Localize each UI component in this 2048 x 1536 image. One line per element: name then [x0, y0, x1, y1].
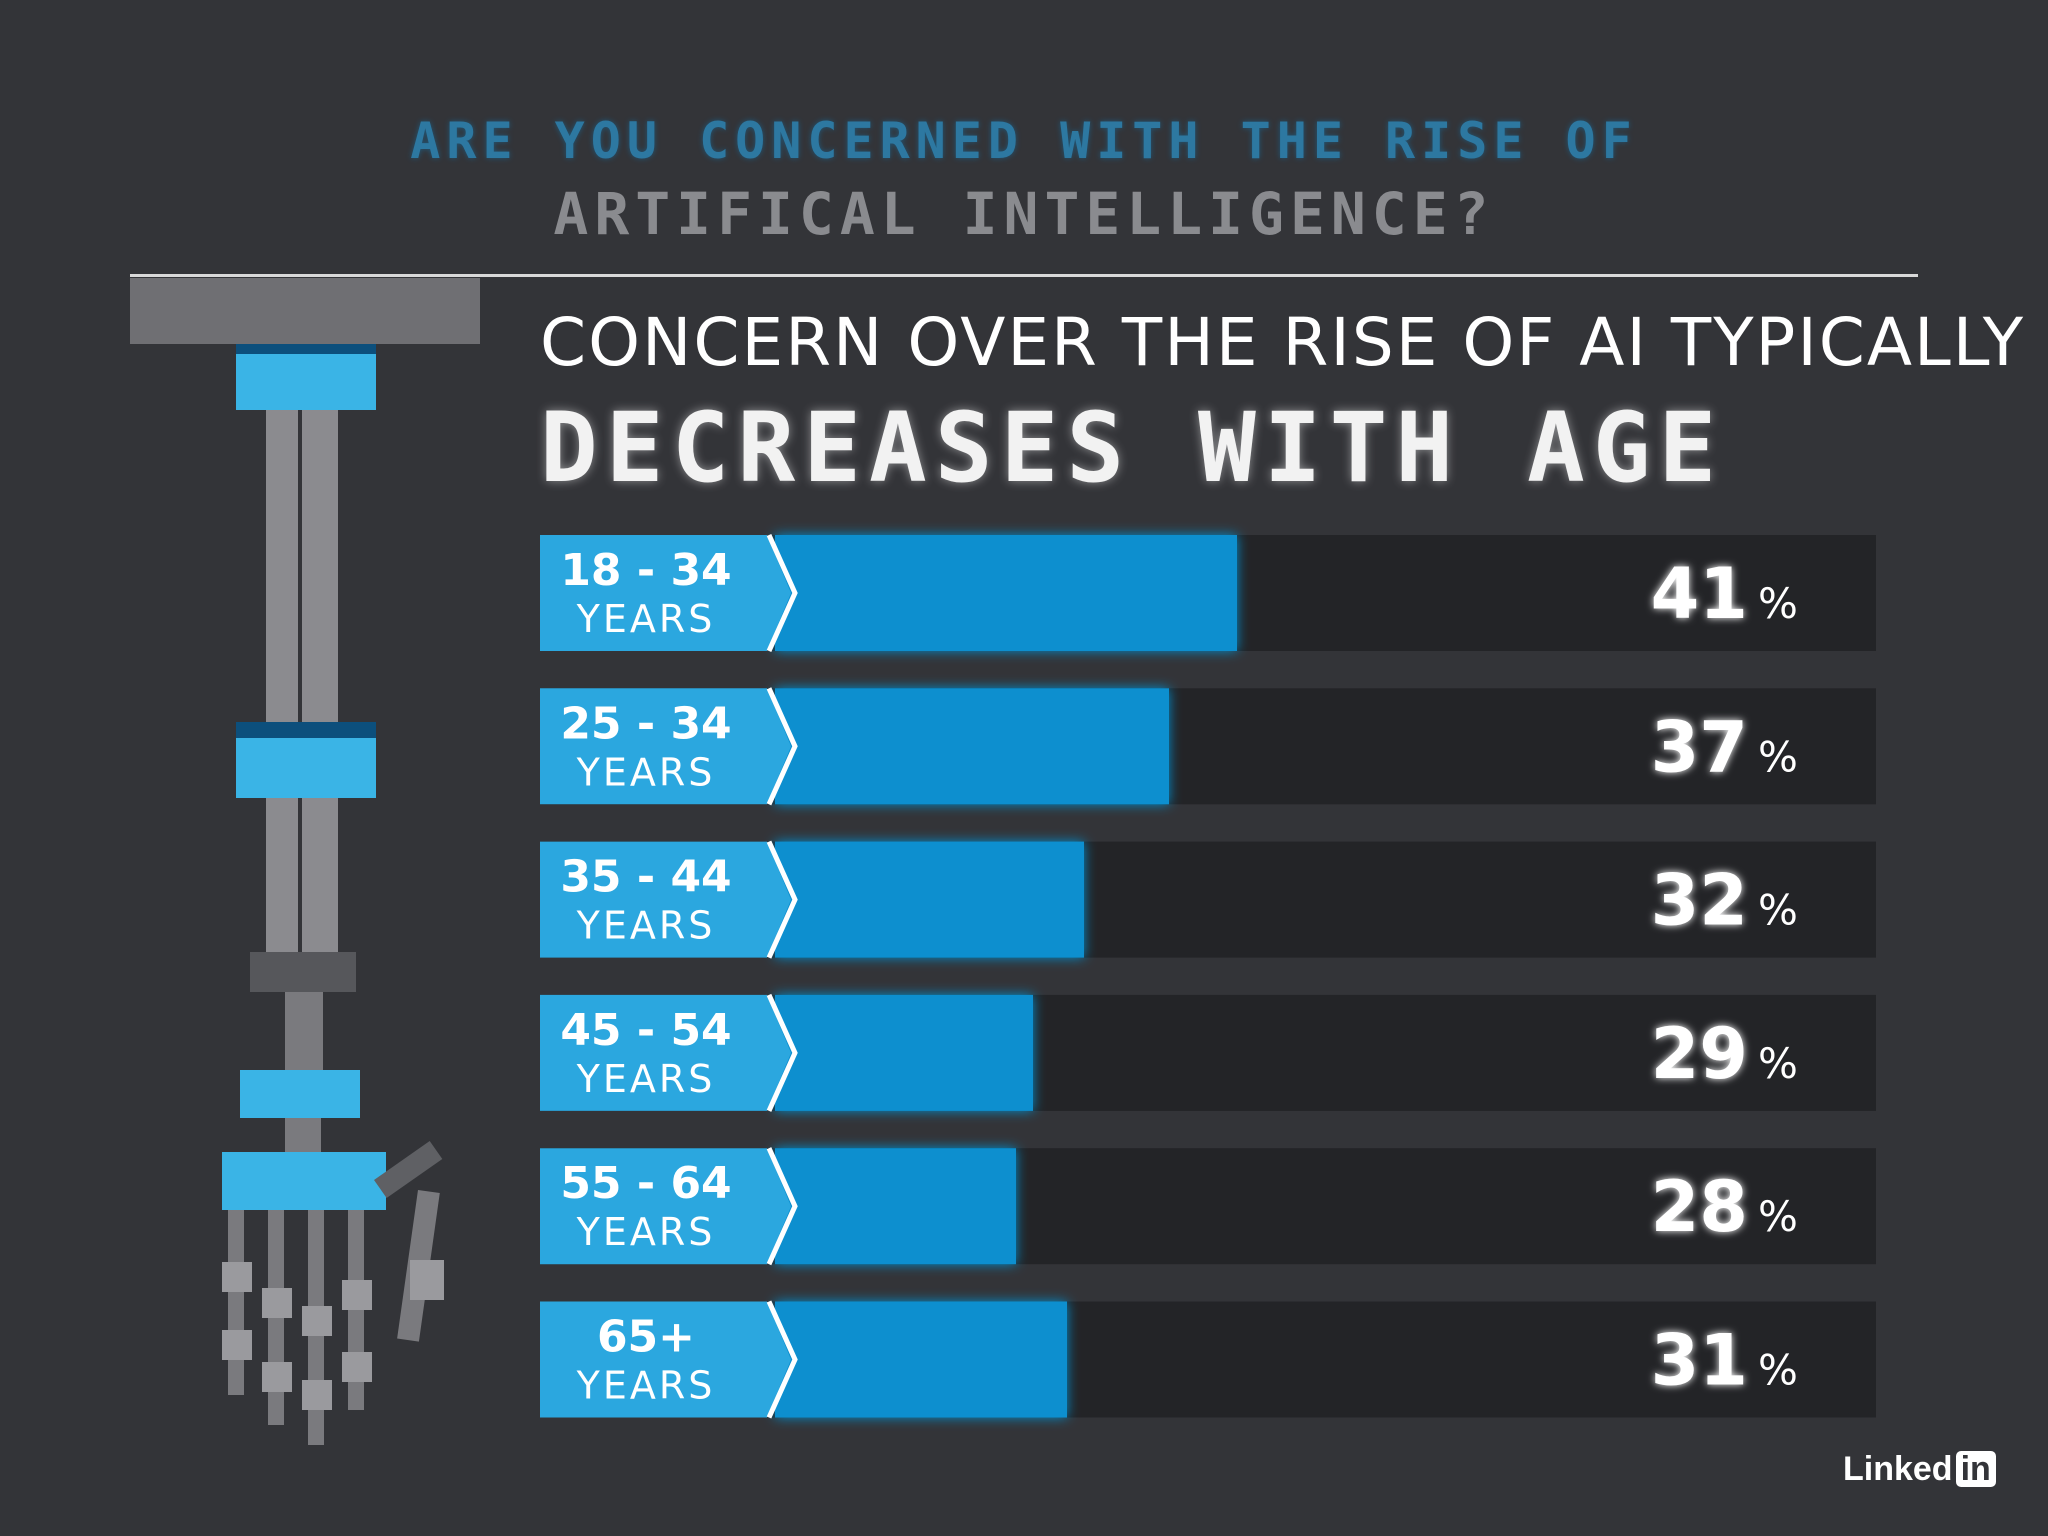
category-label-panel: [540, 1301, 791, 1418]
bar: [775, 994, 1033, 1111]
question-line-1: ARE YOU CONCERNED WITH THE RISE OF: [410, 112, 1638, 170]
value-unit: %: [1758, 579, 1798, 628]
chevron-arrow: [766, 840, 798, 959]
category-sublabel: YEARS: [576, 597, 716, 641]
chevron-arrow: [766, 993, 798, 1112]
question-line-2: ARTIFICAL INTELLIGENCE?: [553, 180, 1495, 248]
value-unit: %: [1758, 1039, 1798, 1088]
category-sublabel: YEARS: [576, 1364, 716, 1408]
value-label: 32: [1651, 860, 1748, 942]
chevron-arrow: [766, 1300, 798, 1419]
chevron-arrow: [766, 687, 798, 806]
chevron-arrow: [766, 533, 798, 653]
category-label: 18 - 34: [560, 545, 731, 596]
category-label: 65+: [597, 1312, 695, 1363]
value-unit: %: [1758, 1192, 1798, 1241]
value-label: 28: [1651, 1166, 1748, 1248]
value-label: 41: [1651, 553, 1748, 635]
bar: [775, 535, 1237, 651]
category-label-panel: [540, 994, 791, 1111]
headline-line-1: CONCERN OVER THE RISE OF AI TYPICALLY: [540, 304, 2026, 381]
value-unit: %: [1758, 886, 1798, 935]
value-label: 31: [1651, 1320, 1748, 1402]
category-label-panel: [540, 688, 791, 805]
chevron-arrow: [766, 1147, 798, 1266]
value-unit: %: [1758, 732, 1798, 781]
bar: [775, 1148, 1016, 1265]
headline-line-2: DECREASES WITH AGE: [540, 392, 1725, 504]
value-unit: %: [1758, 1346, 1798, 1395]
logo-badge: in: [1955, 1451, 1996, 1487]
bar: [775, 1301, 1067, 1418]
category-label: 55 - 64: [560, 1158, 731, 1209]
bar: [775, 841, 1084, 958]
category-sublabel: YEARS: [576, 1057, 716, 1101]
category-label-panel: [540, 1148, 791, 1265]
divider: [130, 274, 1918, 277]
bar: [775, 688, 1169, 805]
category-sublabel: YEARS: [576, 1210, 716, 1254]
value-label: 29: [1651, 1013, 1748, 1095]
category-sublabel: YEARS: [576, 904, 716, 948]
linkedin-logo: Linked in: [1843, 1449, 1996, 1489]
category-label: 45 - 54: [560, 1005, 731, 1056]
category-label-panel: [540, 535, 791, 651]
category-sublabel: YEARS: [576, 750, 716, 794]
logo-text: Linked: [1843, 1449, 1953, 1488]
category-label-panel: [540, 841, 791, 958]
category-label: 25 - 34: [560, 698, 731, 749]
value-label: 37: [1651, 706, 1748, 788]
category-label: 35 - 44: [560, 852, 731, 903]
robot-arm-illustration: [130, 278, 480, 1445]
